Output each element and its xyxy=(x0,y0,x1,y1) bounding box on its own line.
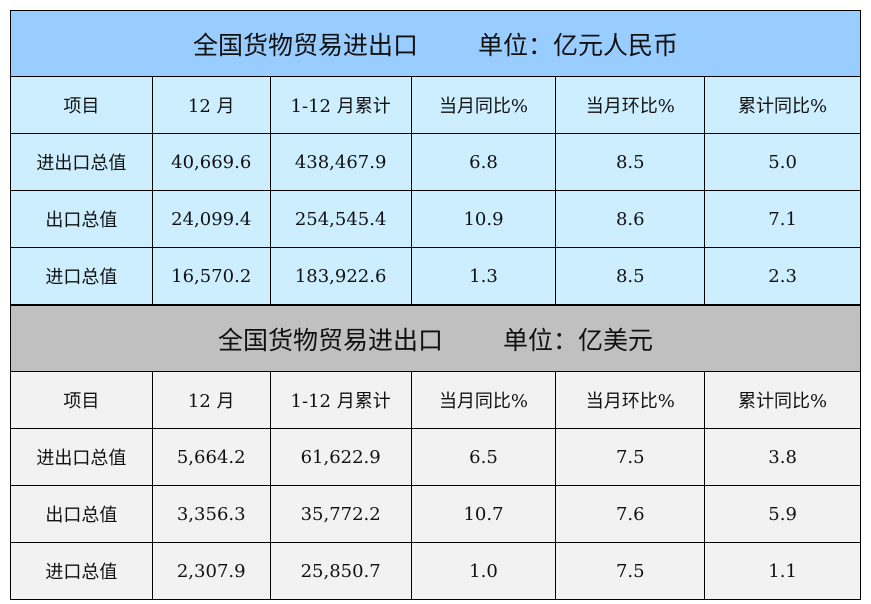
table-cell: 25,850.7 xyxy=(269,542,412,600)
table-cell: 254,545.4 xyxy=(269,190,412,248)
table-row: 进口总值 16,570.2 183,922.6 1.3 8.5 2.3 xyxy=(10,247,861,306)
table-cell: 3,356.3 xyxy=(151,485,271,543)
table-cell: 10.7 xyxy=(410,485,557,543)
column-header: 累计同比% xyxy=(704,371,861,429)
table-row: 出口总值 3,356.3 35,772.2 10.7 7.6 5.9 xyxy=(10,485,861,543)
column-header: 12 月 xyxy=(151,76,271,134)
table-cell: 1.1 xyxy=(704,542,861,600)
table-row: 进出口总值 5,664.2 61,622.9 6.5 7.5 3.8 xyxy=(10,428,861,486)
column-header: 项目 xyxy=(10,371,153,429)
table-cell: 出口总值 xyxy=(10,485,153,543)
section-title-row: 全国货物贸易进出口 单位：亿元人民币 xyxy=(10,10,861,77)
table-cell: 438,467.9 xyxy=(269,133,412,191)
section-title: 全国货物贸易进出口 单位：亿元人民币 xyxy=(10,10,861,77)
table-cell: 进口总值 xyxy=(10,542,153,600)
table-cell: 3.8 xyxy=(704,428,861,486)
header-row: 项目 12 月 1-12 月累计 当月同比% 当月环比% 累计同比% xyxy=(10,371,861,429)
trade-table: 全国货物贸易进出口 单位：亿元人民币 项目 12 月 1-12 月累计 当月同比% 当月环比… xyxy=(10,10,861,600)
table-cell: 7.5 xyxy=(555,428,706,486)
table-cell: 6.5 xyxy=(410,428,557,486)
header-row: 项目 12 月 1-12 月累计 当月同比% 当月环比% 累计同比% xyxy=(10,76,861,134)
section-title: 全国货物贸易进出口 单位：亿美元 xyxy=(10,304,861,372)
column-header: 当月环比% xyxy=(555,371,706,429)
table-cell: 6.8 xyxy=(410,133,557,191)
table-cell: 7.5 xyxy=(555,542,706,600)
table-cell: 7.6 xyxy=(555,485,706,543)
table-cell: 1.0 xyxy=(410,542,557,600)
title-text: 全国货物贸易进出口 xyxy=(192,30,418,60)
table-cell: 61,622.9 xyxy=(269,428,412,486)
table-cell: 7.1 xyxy=(704,190,861,248)
table-row: 出口总值 24,099.4 254,545.4 10.9 8.6 7.1 xyxy=(10,190,861,248)
table-row: 进口总值 2,307.9 25,850.7 1.0 7.5 1.1 xyxy=(10,542,861,600)
table-row: 进出口总值 40,669.6 438,467.9 6.8 8.5 5.0 xyxy=(10,133,861,191)
column-header: 1-12 月累计 xyxy=(269,371,412,429)
table-cell: 183,922.6 xyxy=(269,247,412,306)
section-title-row: 全国货物贸易进出口 单位：亿美元 xyxy=(10,304,861,372)
table-cell: 1.3 xyxy=(410,247,557,306)
table-cell: 进出口总值 xyxy=(10,428,153,486)
table-cell: 5.0 xyxy=(704,133,861,191)
table-cell: 5,664.2 xyxy=(151,428,271,486)
table-cell: 8.5 xyxy=(555,247,706,306)
table-cell: 进口总值 xyxy=(10,247,153,306)
table-cell: 8.5 xyxy=(555,133,706,191)
unit-text: 单位：亿元人民币 xyxy=(478,30,679,60)
table-cell: 35,772.2 xyxy=(269,485,412,543)
column-header: 当月环比% xyxy=(555,76,706,134)
table-cell: 10.9 xyxy=(410,190,557,248)
table-cell: 5.9 xyxy=(704,485,861,543)
table-cell: 2.3 xyxy=(704,247,861,306)
table-cell: 2,307.9 xyxy=(151,542,271,600)
table-cell: 40,669.6 xyxy=(151,133,271,191)
title-text: 全国货物贸易进出口 xyxy=(217,325,443,355)
column-header: 累计同比% xyxy=(704,76,861,134)
table-cell: 24,099.4 xyxy=(151,190,271,248)
table-cell: 进出口总值 xyxy=(10,133,153,191)
unit-text: 单位：亿美元 xyxy=(503,325,654,355)
table-cell: 8.6 xyxy=(555,190,706,248)
table-cell: 出口总值 xyxy=(10,190,153,248)
column-header: 当月同比% xyxy=(410,371,557,429)
column-header: 12 月 xyxy=(151,371,271,429)
column-header: 1-12 月累计 xyxy=(269,76,412,134)
column-header: 当月同比% xyxy=(410,76,557,134)
table-cell: 16,570.2 xyxy=(151,247,271,306)
column-header: 项目 xyxy=(10,76,153,134)
